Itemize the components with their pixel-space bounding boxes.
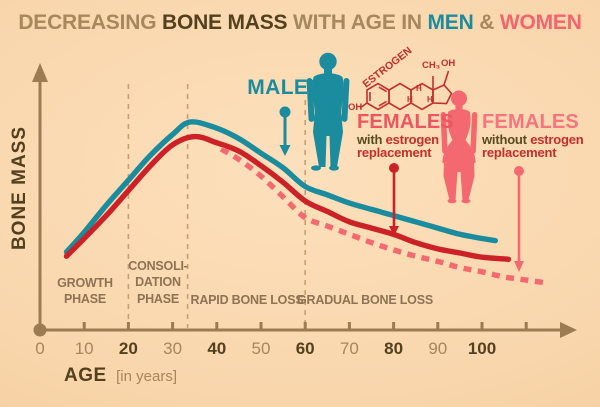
with-word: with <box>357 131 383 147</box>
origin-dot <box>33 323 47 337</box>
page-title: DECREASING BONE MASS WITH AGE IN MEN & W… <box>0 11 600 35</box>
consolidation-phase-label: CONSOLI- DATION PHASE <box>128 259 188 306</box>
estrogen-label: ESTROGEN <box>360 45 414 91</box>
gradual-bone-loss-label: GRADUAL BONE LOSS <box>297 293 433 307</box>
y-axis-title: BONE MASS <box>9 125 30 251</box>
females-with-pointer <box>389 163 399 236</box>
oh-top-label: OH <box>441 58 455 69</box>
x-tick-label: 50 <box>251 339 271 358</box>
ch3-label: CH₃ <box>422 60 440 71</box>
females-without-pointer <box>514 166 524 272</box>
x-tick-label: 100 <box>467 339 497 358</box>
estrogen-word: estrogen <box>530 131 584 147</box>
x-tick-label: 60 <box>295 339 315 358</box>
x-axis-ticks <box>38 322 528 330</box>
x-tick-label: 90 <box>428 339 448 358</box>
x-tick-label: 20 <box>118 339 138 358</box>
bone-mass-curves <box>63 119 549 286</box>
estrogen-molecule-icon <box>359 70 453 111</box>
x-tick-label: 80 <box>384 339 404 358</box>
title-part-men: MEN <box>427 11 474 34</box>
without-word: without <box>482 131 527 147</box>
x-axis-title: AGE [in years] <box>64 365 177 387</box>
axes <box>32 63 577 338</box>
title-part-women: WOMEN <box>499 11 582 34</box>
females-without-estrogen-replacement-curve <box>219 146 549 286</box>
title-ampersand: & <box>479 11 495 34</box>
replacement-word: replacement <box>357 145 432 161</box>
females-with-series-label: FEMALES with estrogen replacement <box>357 112 454 160</box>
h-label: H <box>407 95 413 104</box>
females-without-title: FEMALES <box>482 111 579 133</box>
x-tick-label: 70 <box>339 339 359 358</box>
y-axis-arrow-icon <box>32 63 48 82</box>
x-tick-label: 40 <box>207 339 227 358</box>
growth-phase-label: GROWTH PHASE <box>57 276 113 307</box>
x-tick-label: 10 <box>74 339 94 358</box>
x-tick-label: 0 <box>35 339 45 358</box>
females-without-series-label: FEMALES without estrogen replacement <box>482 112 584 160</box>
males-pointer <box>279 106 291 156</box>
h-label: H <box>427 95 433 104</box>
title-part: WITH AGE IN <box>293 11 422 34</box>
rapid-bone-loss-label: RAPID BONE LOSS <box>190 293 304 307</box>
males-curve <box>63 119 498 255</box>
female-figure-icon <box>440 90 478 204</box>
title-part: BONE MASS <box>161 11 288 34</box>
estrogen-word: estrogen <box>385 131 440 147</box>
h-label: H <box>416 84 422 93</box>
male-figure-icon <box>306 52 350 171</box>
age-label: AGE <box>64 365 107 386</box>
females-with-title: FEMALES <box>357 111 454 133</box>
x-axis-arrow-icon <box>560 322 577 338</box>
replacement-word: replacement <box>482 145 557 161</box>
x-tick-label: 30 <box>163 339 183 358</box>
title-part: DECREASING <box>18 11 157 34</box>
males-series-label: MALES <box>247 76 323 99</box>
females-with-estrogen-replacement-curve <box>63 133 512 262</box>
age-unit-label: [in years] <box>116 368 177 385</box>
oh-left-label: OH <box>348 102 362 113</box>
